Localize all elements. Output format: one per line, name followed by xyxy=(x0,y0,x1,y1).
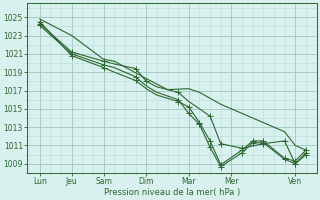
X-axis label: Pression niveau de la mer( hPa ): Pression niveau de la mer( hPa ) xyxy=(104,188,240,197)
